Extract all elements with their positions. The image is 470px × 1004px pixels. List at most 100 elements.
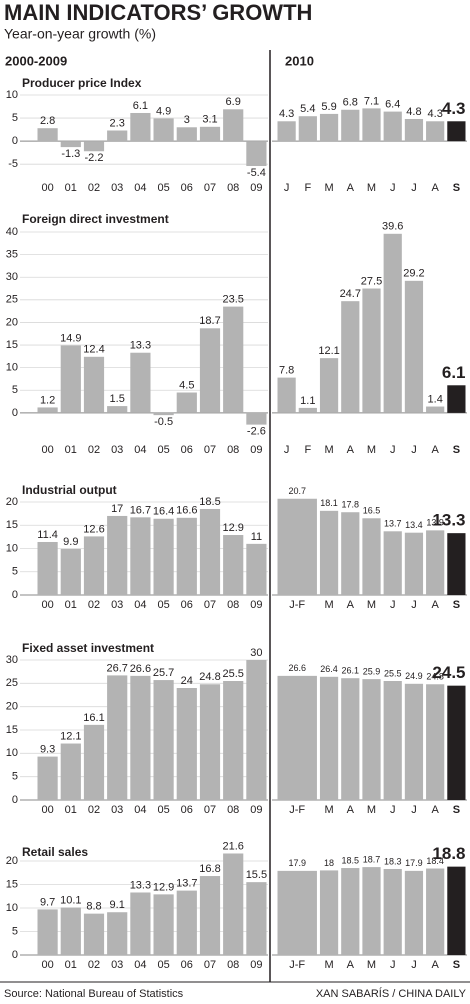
x-tick-label: A [431,182,439,194]
x-tick-label: M [367,804,376,816]
x-tick-label: 08 [227,599,239,611]
value-label: 10.1 [60,894,81,906]
x-tick-label: J [411,444,417,456]
bar [130,112,151,142]
y-tick-label: 5 [12,771,18,783]
bar [426,406,445,413]
x-tick-label: A [347,804,355,816]
bar [362,518,381,595]
x-tick-label: J [284,182,290,194]
x-tick-label: 02 [88,182,100,194]
value-label: 16.5 [363,506,381,516]
bar [153,118,174,142]
x-tick-label: A [347,444,355,456]
x-tick-label: 09 [250,182,262,194]
x-tick-label: 09 [250,804,262,816]
x-tick-label: 08 [227,804,239,816]
panel-title: Fixed asset investment [22,641,154,655]
bar [107,675,128,800]
bar [298,407,317,413]
panel-title: Producer price Index [22,76,142,90]
bar [199,876,221,955]
value-label: 4.3 [279,108,294,120]
bar [107,912,128,955]
y-tick-label: 10 [6,362,18,374]
x-tick-label: S [453,182,460,194]
value-label: 23.5 [222,294,243,306]
bar [130,892,151,955]
x-tick-label: 05 [157,182,169,194]
x-tick-label: M [324,182,333,194]
bar [153,518,174,595]
source: Source: National Bureau of Statistics [4,988,184,1000]
highlight-label: 18.8 [432,844,465,863]
value-label: 27.5 [361,275,382,287]
bar [199,508,221,595]
x-tick-label: 04 [134,444,146,456]
panel-title: Retail sales [22,845,88,859]
x-tick-label: 04 [134,959,146,971]
bar [319,113,339,142]
x-tick-label: 07 [204,599,216,611]
value-label: 13.3 [130,879,151,891]
x-tick-label: 06 [181,182,193,194]
bar [60,345,81,413]
x-tick-label: 06 [181,804,193,816]
value-label: 12.1 [60,730,81,742]
value-label: 13.9 [426,518,444,528]
x-tick-label: J-F [289,804,305,816]
bar [404,118,424,142]
x-tick-label: 05 [157,804,169,816]
bar [223,306,244,413]
value-label: 18.5 [199,496,220,508]
value-label: 18.5 [342,855,360,865]
value-label: 25.5 [384,668,402,678]
x-tick-label: 09 [250,959,262,971]
bar [199,328,221,413]
value-label: 12.6 [83,523,104,535]
bar [130,352,151,413]
value-label: 25.7 [153,667,174,679]
subtitle: Year-on-year growth (%) [4,26,156,42]
y-tick-label: 30 [6,271,18,283]
bar [223,681,244,800]
x-tick-label: F [304,182,311,194]
bar [60,548,81,595]
bar [83,536,105,595]
y-tick-label: 20 [6,316,18,328]
bar [60,907,81,955]
value-label: 11 [251,531,262,543]
value-label: 1.2 [40,394,55,406]
x-tick-label: A [347,959,355,971]
value-label: 14.9 [60,332,81,344]
y-tick-label: 10 [6,902,18,914]
value-label: 20.7 [288,486,306,496]
x-tick-label: 04 [134,599,146,611]
highlight-label: 6.1 [442,363,466,382]
bar [404,683,424,800]
value-label: 16.7 [130,504,151,516]
bar [277,121,296,142]
value-label: -2.2 [85,152,104,164]
bar [447,685,466,800]
x-tick-label: 01 [65,959,77,971]
value-label: 15.5 [246,869,267,881]
value-label: 7.1 [364,95,379,107]
x-tick-label: 09 [250,444,262,456]
bar [362,679,381,800]
highlight-label: 4.3 [442,99,466,118]
value-label: -2.6 [247,426,266,438]
bar [341,868,360,955]
x-tick-label: 02 [88,959,100,971]
x-tick-label: 07 [204,444,216,456]
x-tick-label: J [390,599,396,611]
bar [404,870,424,955]
x-tick-label: J [411,182,417,194]
value-label: 18.3 [384,856,402,866]
x-tick-label: J [284,444,290,456]
value-label: -1.3 [61,148,80,160]
y-tick-label: 5 [12,384,18,396]
x-tick-label: J [411,959,417,971]
x-tick-label: 07 [204,804,216,816]
bar [223,535,244,595]
